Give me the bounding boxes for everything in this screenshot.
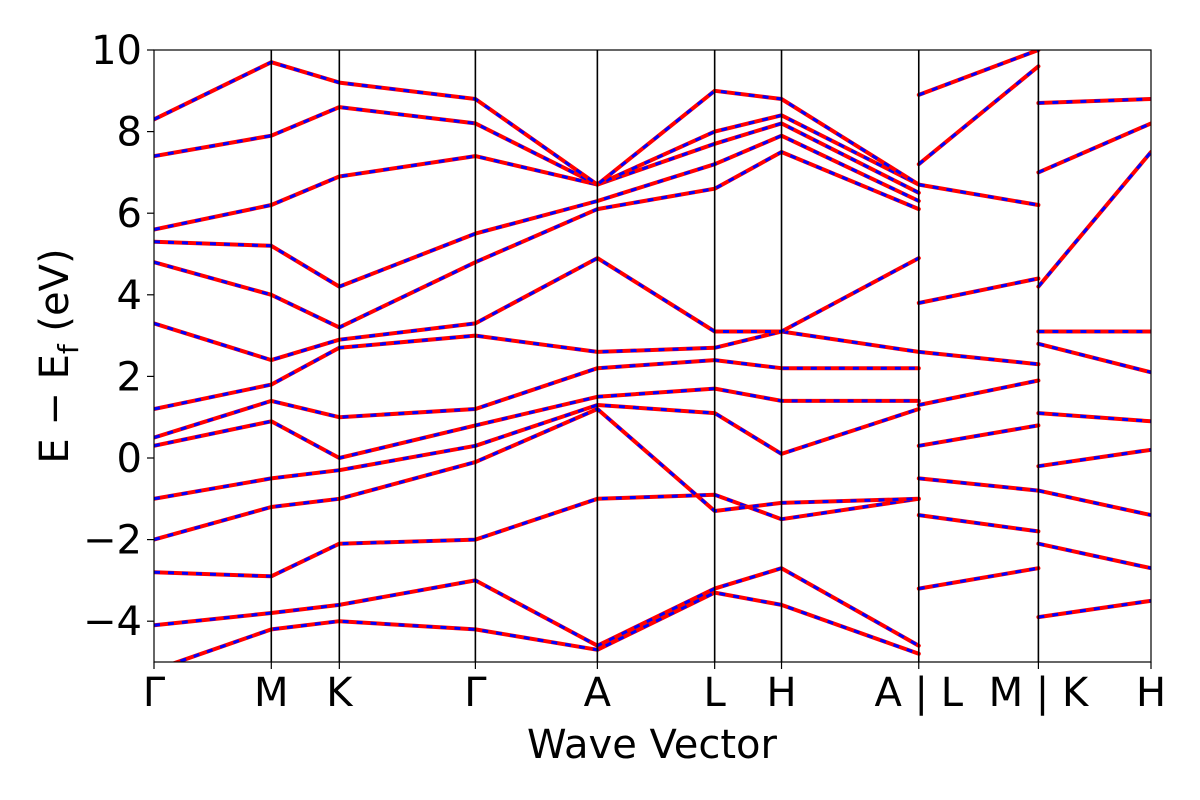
x-tick-label: H [1136, 670, 1166, 716]
band-line-blue-17 [918, 423, 1039, 448]
band-line-red-5 [154, 386, 921, 460]
band-line-blue-13 [154, 60, 920, 187]
band-line-blue-15 [918, 513, 1039, 533]
x-tick-label: K [326, 670, 354, 716]
band-line-blue-1 [154, 566, 920, 648]
x-tick-label: L [704, 670, 727, 716]
band-line-blue-31 [1037, 151, 1151, 288]
band-line-blue-21 [918, 183, 1039, 207]
band-line-blue-10 [154, 134, 920, 289]
band-line-red-23 [916, 50, 1041, 97]
band-line-blue-12 [154, 105, 920, 187]
y-tick-label: 4 [117, 273, 142, 319]
band-line-blue-25 [1038, 542, 1151, 570]
y-axis-label-unit: (eV) [32, 248, 78, 344]
band-line-blue-29 [1038, 342, 1151, 374]
y-axis-label-subscript: f [52, 343, 85, 354]
band-line-blue-6 [154, 358, 919, 440]
x-tick-label: Γ [464, 670, 487, 716]
x-tick-label: M [254, 670, 289, 716]
band-line-blue-19 [918, 350, 1039, 366]
band-line-blue-9 [154, 150, 920, 330]
y-axis-label: E − Ef (eV) [32, 248, 85, 463]
band-line-blue-24 [1038, 599, 1151, 619]
x-tick-label: A | L [874, 670, 963, 716]
x-tick-label: A [584, 670, 612, 716]
y-tick-label: 8 [117, 110, 142, 156]
plot-frame [153, 49, 1152, 663]
band-line-red-11 [154, 121, 921, 232]
y-axis-ticks: −4 −2 0 2 4 6 8 10 [83, 28, 154, 645]
band-line-blue-18 [918, 379, 1039, 407]
band-line-blue-26 [1038, 489, 1151, 517]
x-tick-label: Γ [143, 670, 166, 716]
x-tick-label: M | K [989, 670, 1090, 716]
x-tick-label: H [766, 670, 796, 716]
band-line-red-10 [154, 133, 921, 289]
band-line-blue-22 [917, 65, 1040, 166]
band-line-blue-32 [1037, 122, 1151, 174]
y-tick-label: 6 [117, 191, 142, 237]
high-symmetry-lines [270, 50, 1040, 662]
band-line-blue-4 [154, 403, 920, 501]
band-line-blue-16 [918, 476, 1039, 493]
bands-layer [154, 50, 1151, 662]
band-line-blue-20 [918, 277, 1039, 305]
band-line-red-13 [154, 60, 921, 187]
x-axis-label: Wave Vector [527, 722, 778, 768]
band-line-red-0 [171, 590, 921, 662]
band-line-blue-33 [1038, 97, 1151, 105]
band-line-blue-14 [918, 566, 1039, 591]
band-line-red-4 [154, 403, 921, 501]
y-tick-label: 2 [117, 354, 142, 400]
band-line-blue-27 [1038, 448, 1151, 468]
y-tick-label: 0 [117, 436, 142, 482]
y-tick-label: −2 [83, 518, 142, 564]
band-line-red-9 [154, 150, 921, 330]
y-tick-label: −4 [83, 599, 142, 645]
band-line-blue-2 [154, 493, 920, 578]
band-line-blue-7 [154, 329, 920, 411]
band-line-blue-11 [154, 121, 920, 231]
band-line-blue-8 [154, 256, 920, 362]
band-line-blue-3 [154, 407, 919, 542]
y-axis-label-main: E − E [32, 354, 78, 464]
y-tick-label: 10 [91, 28, 142, 74]
band-line-blue-28 [1038, 411, 1151, 423]
